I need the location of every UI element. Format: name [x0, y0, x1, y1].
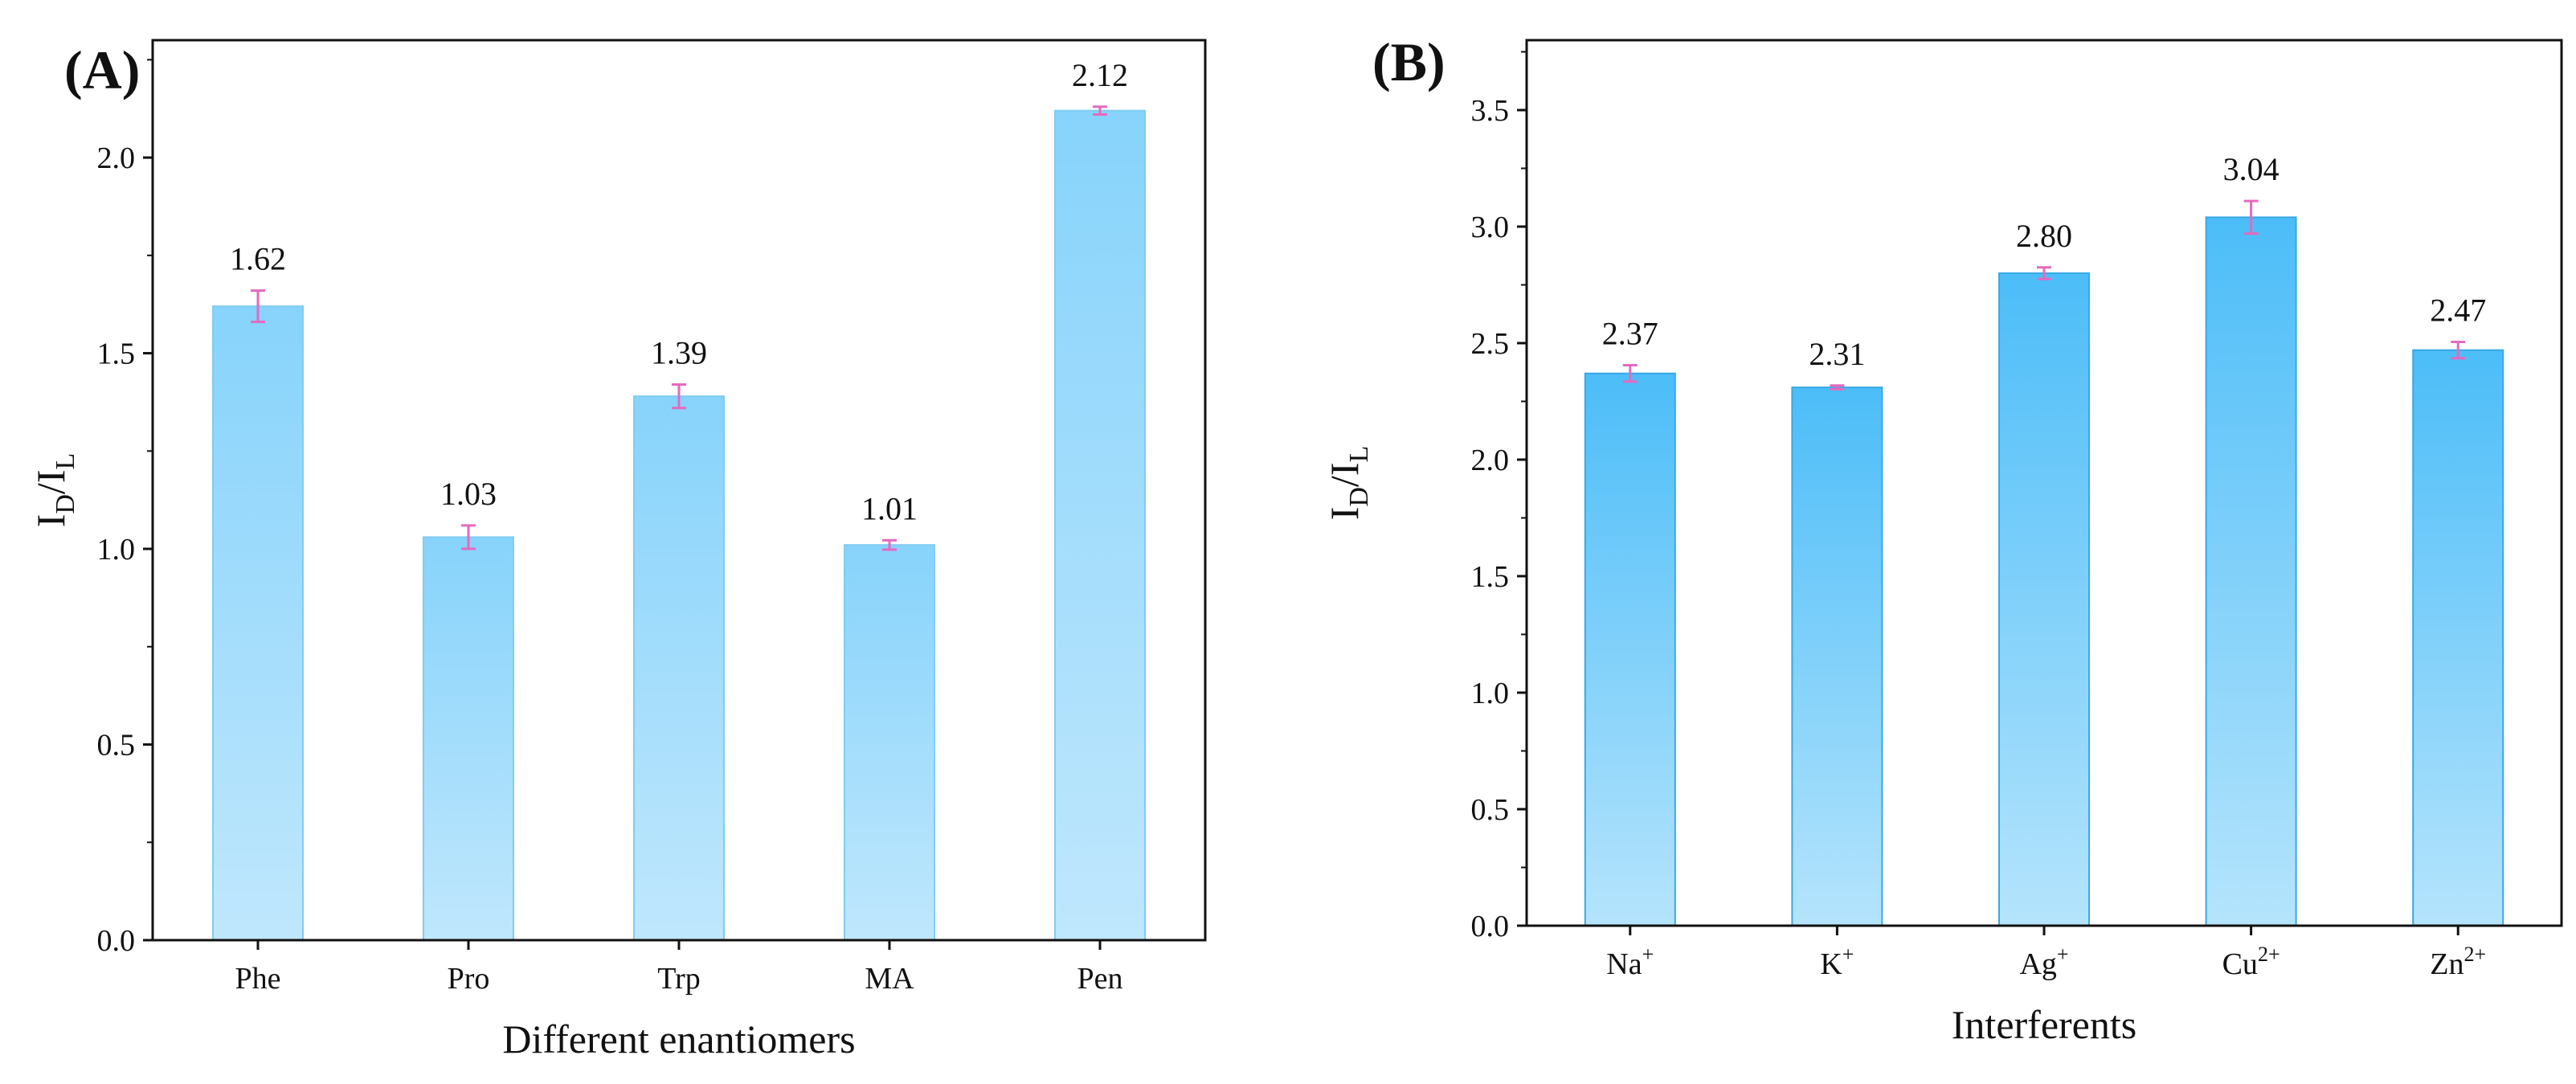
y-tick-label-a-1: 0.5 [97, 729, 136, 763]
x-axis-title-a: Different enantiomers [502, 1017, 855, 1062]
y-tick-label-b-3: 1.5 [1471, 560, 1510, 594]
data-label-a-3: 1.01 [861, 490, 918, 526]
bar-b-2 [1998, 272, 2090, 927]
bar-b-0 [1584, 372, 1676, 927]
data-label-a-2: 1.39 [651, 335, 707, 371]
data-label-b-3: 3.04 [2223, 151, 2280, 187]
x-axis-title-b: Interferents [1952, 1002, 2136, 1047]
x-tick-label-a-2: Trp [657, 962, 701, 996]
y-tick-label-b-2: 1.0 [1471, 677, 1510, 710]
panel-b-chart: 2.37 Na+ 2.31 K+ 2.80 Ag+ 3.04 Cu2+ 2.47 Zn2+ 0.0 0… [1322, 31, 2563, 1047]
plot-frame-a [151, 39, 1207, 942]
y-tick-label-b-7: 3.5 [1471, 94, 1510, 128]
x-tick-label-a-1: Pro [448, 962, 490, 996]
bar-a-3 [844, 544, 935, 941]
data-label-b-2: 2.80 [2016, 218, 2072, 254]
bar-b-1 [1791, 387, 1883, 927]
y-tick-label-a-3: 1.5 [97, 337, 136, 371]
data-label-b-4: 2.47 [2430, 292, 2486, 329]
data-label-b-1: 2.31 [1809, 336, 1865, 372]
x-tick-label-a-4: Pen [1077, 962, 1123, 996]
data-label-a-4: 2.12 [1072, 57, 1128, 93]
x-tick-label-b-2: Ag+ [2019, 943, 2068, 981]
x-tick-label-b-3: Cu2+ [2222, 943, 2280, 981]
panel-label-b: (B) [1372, 31, 1445, 92]
y-tick-label-a-4: 2.0 [97, 141, 136, 175]
y-tick-label-b-6: 3.0 [1471, 211, 1510, 244]
x-tick-label-a-0: Phe [235, 962, 281, 996]
bar-b-4 [2412, 349, 2504, 927]
data-label-a-1: 1.03 [440, 476, 497, 512]
x-tick-label-a-3: MA [865, 962, 914, 996]
y-axis-title-a: ID/IL [28, 453, 80, 528]
y-tick-label-b-5: 2.5 [1471, 327, 1510, 361]
y-tick-label-b-4: 2.0 [1471, 444, 1510, 477]
data-label-a-0: 1.62 [230, 241, 286, 277]
bar-a-4 [1054, 109, 1146, 941]
bar-a-0 [212, 305, 304, 941]
bar-b-3 [2205, 216, 2297, 927]
data-label-b-0: 2.37 [1602, 316, 1658, 352]
y-axis-title-b: ID/IL [1322, 446, 1374, 521]
x-tick-label-b-1: K+ [1820, 943, 1854, 981]
panel-a-chart: 1.62 Phe 1.03 Pro 1.39 Trp 1.01 MA 2.12 Pen 0.0 0.5… [28, 39, 1207, 1062]
plot-frame-b [1525, 39, 2563, 927]
y-tick-label-a-2: 1.0 [97, 533, 136, 567]
bar-a-1 [423, 536, 514, 941]
x-tick-label-b-0: Na+ [1606, 943, 1654, 981]
x-tick-label-b-4: Zn2+ [2430, 943, 2486, 981]
y-tick-label-b-1: 0.5 [1471, 793, 1510, 827]
panel-label-a: (A) [64, 39, 140, 100]
y-tick-label-a-0: 0.0 [97, 924, 136, 958]
bar-a-2 [633, 395, 725, 941]
y-tick-label-b-0: 0.0 [1471, 910, 1510, 943]
